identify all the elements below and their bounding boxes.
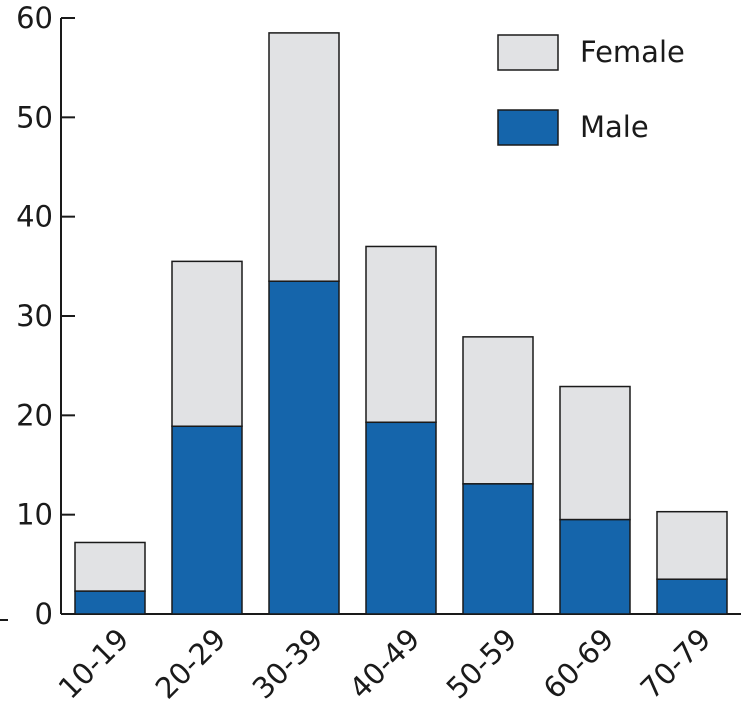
bar-female-50-59 bbox=[462, 336, 534, 485]
bar-male-50-59 bbox=[462, 483, 534, 615]
legend-swatch-female bbox=[497, 34, 559, 71]
y-tick-label: 50 bbox=[16, 100, 53, 134]
bar-male-20-29 bbox=[171, 425, 243, 615]
bar-male-10-19 bbox=[74, 590, 146, 615]
x-tick-label: 70-79 bbox=[634, 622, 718, 704]
x-tick-label: 10-19 bbox=[52, 622, 136, 704]
legend-label-female: Female bbox=[580, 35, 685, 69]
bar-female-40-49 bbox=[365, 245, 437, 424]
x-tick-label: 20-29 bbox=[149, 622, 233, 704]
y-tick-label: 0 bbox=[35, 597, 53, 631]
bar-male-60-69 bbox=[559, 518, 631, 615]
legend-label-male: Male bbox=[580, 110, 649, 144]
x-tick-labels: 10-19 20-29 30-39 40-49 50-59 60-69 70-79 bbox=[52, 622, 718, 704]
y-tick-label: 20 bbox=[16, 398, 53, 432]
y-tick-label: 30 bbox=[16, 299, 53, 333]
x-tick-label: 60-69 bbox=[537, 622, 621, 704]
bar-male-30-39 bbox=[268, 280, 340, 615]
bar-female-10-19 bbox=[74, 541, 146, 592]
legend-swatch-male bbox=[497, 109, 559, 146]
x-tick-label: 40-49 bbox=[343, 622, 427, 704]
y-tick-label: 40 bbox=[16, 200, 53, 234]
bar-female-20-29 bbox=[171, 260, 243, 428]
legend: Female Male bbox=[497, 34, 685, 146]
bars bbox=[74, 32, 728, 615]
x-tick-label: 50-59 bbox=[440, 622, 524, 704]
bar-male-40-49 bbox=[365, 421, 437, 615]
y-tick-label: 10 bbox=[16, 498, 53, 532]
x-tick-label: 30-39 bbox=[246, 622, 330, 704]
bar-female-30-39 bbox=[268, 32, 340, 282]
bar-male-70-79 bbox=[656, 578, 728, 615]
bar-female-70-79 bbox=[656, 510, 728, 580]
bar-female-60-69 bbox=[559, 385, 631, 521]
y-tick-label: 60 bbox=[16, 1, 53, 35]
